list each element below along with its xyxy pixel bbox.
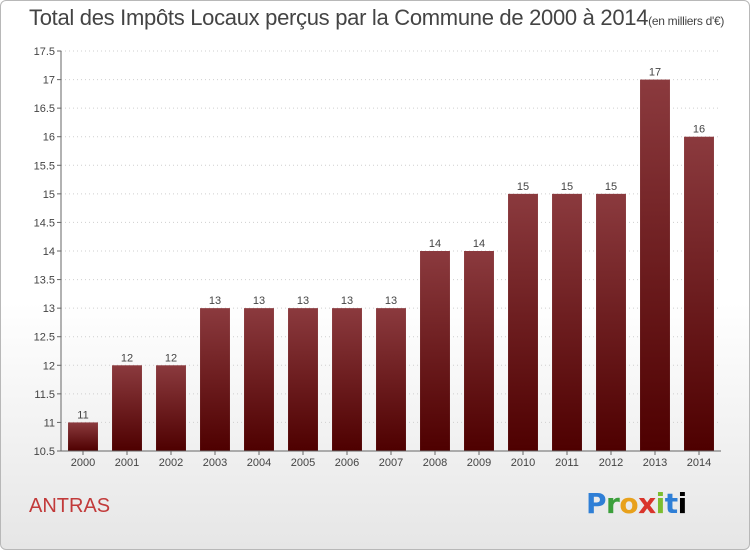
bar-2000 [68, 422, 98, 451]
x-tick-label: 2005 [291, 457, 315, 469]
logo-letter: i [677, 487, 688, 520]
proxiti-logo: Proxiti [586, 487, 687, 520]
x-tick-label: 2004 [247, 457, 271, 469]
value-label: 14 [473, 238, 485, 250]
value-label: 13 [297, 295, 309, 307]
y-tick-label: 11.5 [34, 389, 55, 401]
chart-title: Total des Impôts Locaux perçus par la Co… [29, 5, 724, 31]
y-tick-label: 11 [44, 417, 55, 429]
y-tick-label: 12 [43, 360, 55, 372]
y-tick-label: 16 [43, 132, 55, 144]
x-tick-label: 2009 [467, 457, 491, 469]
bar-2009 [464, 251, 494, 451]
y-tick-label: 13.5 [34, 275, 55, 287]
value-label: 11 [77, 409, 88, 421]
value-label: 16 [693, 124, 705, 136]
bar-2001 [112, 365, 142, 451]
logo-letter: o [619, 487, 639, 520]
chart-title-main: Total des Impôts Locaux perçus par la Co… [29, 5, 649, 30]
x-tick-label: 2000 [71, 457, 95, 469]
y-tick-label: 13 [43, 303, 55, 315]
value-label: 13 [209, 295, 221, 307]
commune-name: ANTRAS [29, 495, 111, 517]
axes: 10.5 11 11.5 12 12.5 13 13.5 14 14.5 15 15.5 16 16.5… [34, 46, 721, 469]
value-label: 14 [429, 238, 441, 250]
logo-letter: t [664, 487, 678, 520]
y-tick-label: 15 [43, 189, 55, 201]
value-labels: 11 12 12 13 13 13 13 13 14 14 15 15 15 17 16 [77, 67, 705, 422]
value-label: 17 [649, 67, 661, 79]
bar-2013 [640, 79, 670, 452]
y-tick-label: 10.5 [34, 446, 55, 458]
y-tick-label: 14 [43, 246, 55, 258]
x-tick-label: 2014 [687, 457, 711, 469]
value-label: 13 [341, 295, 353, 307]
y-tick-label: 17.5 [34, 46, 55, 58]
value-label: 12 [165, 352, 177, 364]
x-tick-label: 2006 [335, 457, 359, 469]
y-tick-label: 16.5 [34, 103, 55, 115]
x-tick-label: 2010 [511, 457, 535, 469]
x-tick-label: 2001 [115, 457, 139, 469]
value-label: 15 [517, 181, 529, 193]
logo-letter: r [606, 487, 620, 520]
bar-2006 [332, 308, 362, 451]
y-tick-label: 12.5 [34, 332, 55, 344]
value-label: 15 [605, 181, 617, 193]
value-label: 12 [121, 352, 133, 364]
x-tick-label: 2002 [159, 457, 183, 469]
bar-2004 [244, 308, 274, 451]
bar-2010 [508, 193, 538, 451]
bar-2007 [376, 308, 406, 451]
logo-letter: x [638, 487, 656, 520]
x-tick-label: 2008 [423, 457, 447, 469]
x-tick-label: 2007 [379, 457, 403, 469]
value-label: 13 [385, 295, 397, 307]
y-tick-label: 14.5 [34, 217, 55, 229]
logo-letter: i [655, 487, 666, 520]
x-tick-label: 2013 [643, 457, 667, 469]
value-label: 13 [253, 295, 265, 307]
logo-letter: P [586, 487, 607, 520]
y-tick-label: 17 [43, 75, 55, 87]
x-tick-label: 2003 [203, 457, 227, 469]
bar-2011 [552, 193, 582, 451]
bar-2008 [420, 251, 450, 451]
x-tick-label: 2012 [599, 457, 623, 469]
y-tick-label: 15.5 [34, 160, 55, 172]
x-tick-label: 2011 [555, 457, 579, 469]
bars [68, 79, 714, 452]
bar-2014 [684, 136, 714, 451]
bar-2005 [288, 308, 318, 451]
bar-2012 [596, 193, 626, 451]
value-label: 15 [561, 181, 573, 193]
chart-unit: (en milliers d'€) [648, 14, 725, 28]
bar-2003 [200, 308, 230, 451]
bar-2002 [156, 365, 186, 451]
